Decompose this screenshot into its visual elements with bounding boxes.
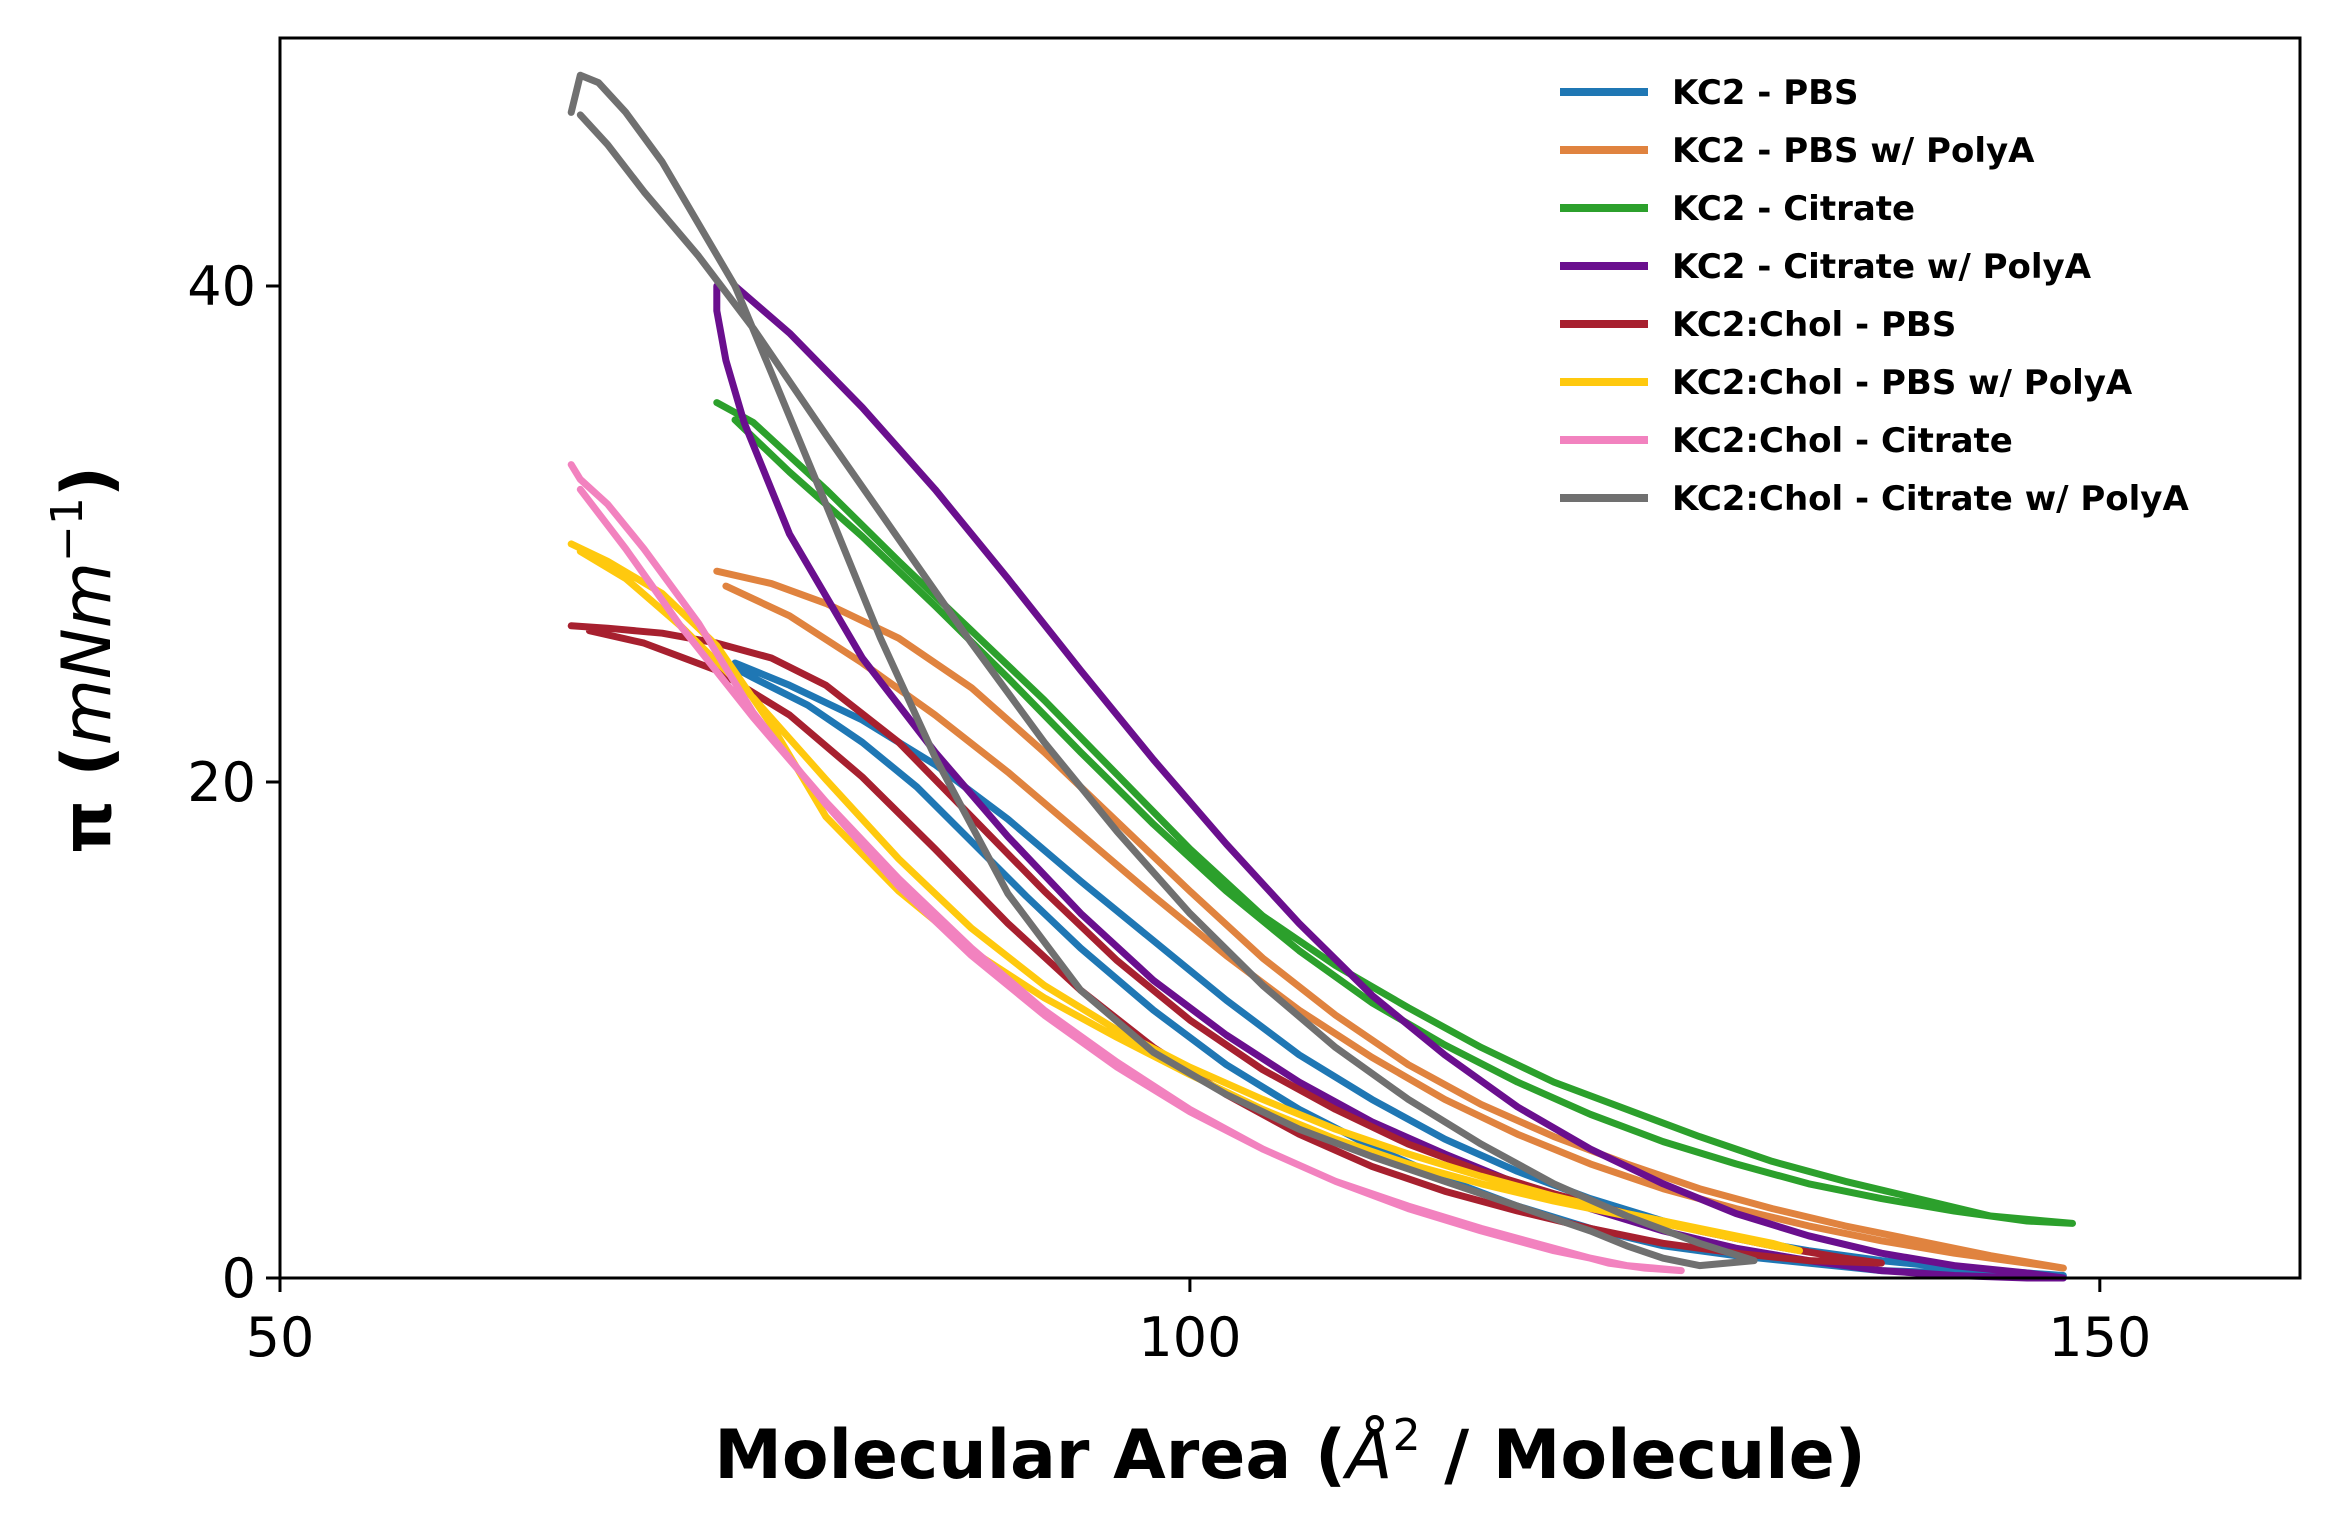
plot-area — [280, 38, 2300, 1278]
x-axis-title-exponent: 2 — [1393, 1410, 1421, 1461]
x-tick-label-1: 50 — [246, 1306, 315, 1369]
series-line-3 — [713, 399, 2076, 1227]
legend-label-3: KC2 - Citrate — [1672, 189, 1915, 229]
legend-label-8: KC2:Chol - Citrate w/ PolyA — [1672, 479, 2189, 519]
legend: KC2 - PBS KC2 - PBS w/ PolyA KC2 - Citrate… — [1560, 73, 2189, 519]
legend-label-1: KC2 - PBS — [1672, 73, 1859, 113]
y-axis-title-part-1: π ( — [48, 745, 127, 854]
series-line-2 — [713, 567, 2067, 1272]
x-axis-title-unit: Å — [1342, 1414, 1393, 1495]
series-layer — [567, 71, 2076, 1282]
y-tick-label-2: 20 — [187, 751, 256, 814]
legend-label-7: KC2:Chol - Citrate — [1672, 421, 2013, 461]
y-axis-title-exponent: −1 — [42, 497, 93, 562]
legend-label-5: KC2:Chol - PBS — [1672, 305, 1956, 345]
legend-label-2: KC2 - PBS w/ PolyA — [1672, 131, 2035, 171]
x-tick-label-3: 150 — [2048, 1306, 2151, 1369]
legend-label-6: KC2:Chol - PBS w/ PolyA — [1672, 363, 2133, 403]
series-line-8 — [567, 71, 1758, 1270]
x-axis-title: Molecular Area (Å2 / Molecule) — [714, 1410, 1866, 1495]
y-axis-title-unit: mNm — [48, 562, 127, 745]
series-line-7 — [567, 461, 1685, 1275]
y-axis-title-part-2: ) — [48, 466, 127, 497]
x-tick-label-2: 100 — [1138, 1306, 1241, 1369]
axis-ticks: 50 100 150 0 20 40 — [187, 255, 2151, 1369]
series-line-5 — [567, 622, 1885, 1267]
y-tick-label-3: 40 — [187, 255, 256, 318]
x-axis-title-part-1: Molecular Area ( — [714, 1416, 1346, 1495]
legend-label-4: KC2 - Citrate w/ PolyA — [1672, 247, 2092, 287]
x-axis-title-part-2: / Molecule) — [1421, 1416, 1866, 1495]
plot-frame — [278, 36, 2302, 1280]
y-tick-label-1: 0 — [222, 1247, 256, 1310]
y-axis-title: π (mNm−1) — [42, 466, 127, 854]
